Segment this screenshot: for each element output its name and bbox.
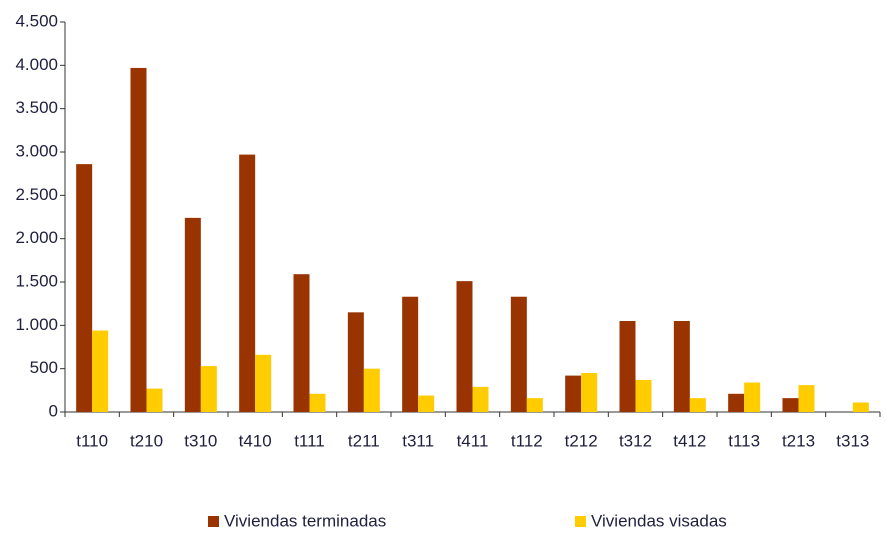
x-tick-label: t112 (511, 431, 543, 450)
x-tick-label: t210 (130, 431, 163, 450)
y-tick-label: 4.000 (15, 55, 58, 74)
bar (293, 274, 310, 412)
x-tick-label: t212 (565, 431, 598, 450)
bar (255, 354, 272, 412)
bar (744, 382, 761, 412)
x-tick-label: t111 (294, 431, 325, 450)
bar (798, 385, 815, 412)
bar (456, 281, 473, 412)
bar (728, 393, 745, 412)
bar (581, 373, 598, 412)
bar (130, 67, 147, 412)
y-tick-label: 1.000 (15, 315, 58, 334)
bar (402, 296, 419, 412)
bar (782, 398, 799, 412)
bar (418, 395, 435, 412)
x-tick-label: t113 (728, 431, 760, 450)
legend-label: Viviendas terminadas (224, 511, 386, 530)
x-tick-label: t310 (184, 431, 217, 450)
y-tick-label: 3.500 (15, 98, 58, 117)
x-tick-label: t313 (836, 431, 869, 450)
y-tick-label: 2.500 (15, 185, 58, 204)
legend-swatch (575, 516, 586, 527)
x-tick-label: t411 (457, 431, 489, 450)
y-tick-label: 500 (30, 358, 58, 377)
x-tick-label: t311 (402, 431, 434, 450)
y-tick-label: 4.500 (15, 11, 58, 30)
bar (510, 296, 527, 412)
bar (184, 217, 201, 412)
y-tick-label: 0 (49, 401, 58, 420)
bar (565, 375, 582, 412)
x-tick-label: t213 (782, 431, 815, 450)
bar (200, 366, 217, 412)
bar (472, 386, 489, 412)
bar (689, 398, 706, 412)
y-tick-label: 3.000 (15, 141, 58, 160)
legend-swatch (208, 516, 219, 527)
bar (92, 330, 109, 412)
legend-label: Viviendas visadas (591, 511, 727, 530)
bar (76, 164, 93, 412)
bar (635, 379, 652, 412)
bar (347, 312, 364, 412)
x-tick-label: t110 (76, 431, 108, 450)
bar (239, 154, 256, 412)
bar (363, 368, 380, 412)
x-tick-label: t410 (239, 431, 272, 450)
bar (526, 398, 543, 412)
bar (619, 321, 636, 412)
x-tick-label: t211 (348, 431, 380, 450)
bar (309, 393, 326, 412)
bar (852, 402, 869, 412)
y-tick-label: 2.000 (15, 228, 58, 247)
bar (673, 321, 690, 412)
y-tick-label: 1.500 (15, 271, 58, 290)
x-tick-label: t412 (673, 431, 706, 450)
x-tick-label: t312 (619, 431, 652, 450)
bar (146, 388, 163, 412)
